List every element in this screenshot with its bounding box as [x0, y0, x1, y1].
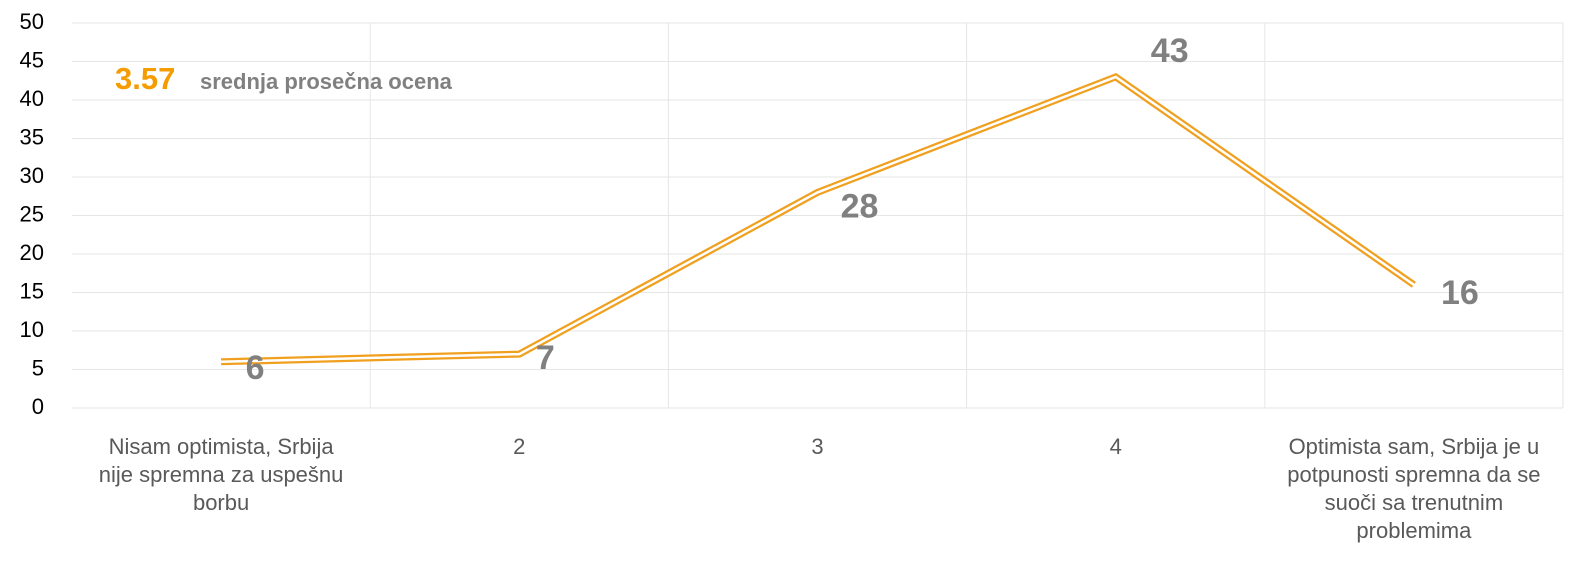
- y-tick-label: 45: [20, 47, 44, 72]
- y-tick-label: 15: [20, 278, 44, 303]
- y-tick-label: 50: [20, 9, 44, 34]
- x-tick-label: 3: [811, 434, 824, 459]
- y-tick-label: 30: [20, 163, 44, 188]
- data-label: 6: [246, 349, 265, 387]
- x-tick-label: 4: [1109, 434, 1122, 459]
- x-tick-label: Optimista sam, Srbija je u potpunosti sp…: [1287, 434, 1541, 543]
- y-tick-label: 5: [32, 355, 44, 380]
- data-label: 43: [1151, 32, 1189, 70]
- y-tick-label: 10: [20, 317, 44, 342]
- annotation-value: 3.57: [115, 61, 175, 96]
- data-line: [221, 72, 1416, 366]
- x-tick-label: 2: [513, 434, 526, 459]
- y-tick-label: 35: [20, 124, 44, 149]
- data-label: 28: [841, 187, 879, 225]
- data-label: 7: [536, 339, 555, 377]
- y-tick-label: 40: [20, 86, 44, 111]
- data-line-inner: [221, 75, 1415, 364]
- y-tick-label: 20: [20, 240, 44, 265]
- y-tick-label: 0: [32, 394, 44, 419]
- y-tick-label: 25: [20, 201, 44, 226]
- x-tick-label: Nisam optimista, Srbija nije spremna za …: [98, 434, 344, 515]
- data-label: 16: [1441, 274, 1479, 312]
- annotation: srednja prosečna ocena: [200, 69, 453, 94]
